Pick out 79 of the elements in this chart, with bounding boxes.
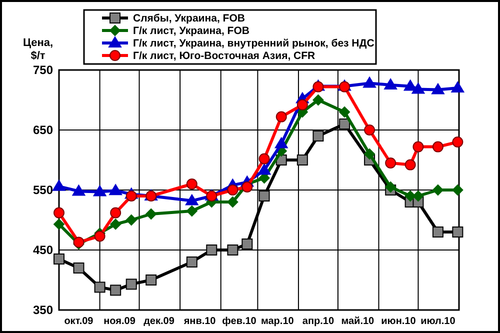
x-tick-label: июн.10 <box>381 316 416 327</box>
x-tick-label: ноя.09 <box>104 316 136 327</box>
point <box>52 180 66 191</box>
point <box>110 207 122 218</box>
y-tick-label: 350 <box>32 303 54 318</box>
point <box>93 185 106 196</box>
point <box>412 190 424 202</box>
legend-label: Г/к лист, Юго-Восточная Азия, CFR <box>133 50 316 62</box>
x-tick-label: дек.09 <box>144 316 175 327</box>
x-tick-label: окт.09 <box>64 316 94 327</box>
x-tick-label: фев.10 <box>222 316 257 327</box>
point <box>94 282 106 293</box>
point <box>274 137 288 148</box>
point <box>451 82 464 92</box>
point <box>432 184 444 196</box>
point <box>186 178 198 190</box>
point <box>227 184 238 196</box>
y-tick-label: 550 <box>32 183 54 198</box>
point <box>126 278 137 290</box>
point <box>404 190 416 202</box>
point <box>94 230 106 242</box>
point <box>312 94 324 106</box>
point <box>364 148 376 160</box>
x-tick-label: янв.10 <box>184 316 216 327</box>
x-tick-label: мар.10 <box>261 316 294 327</box>
y-tick-label: 650 <box>32 123 54 138</box>
point <box>54 254 64 264</box>
point <box>206 244 218 256</box>
point <box>364 124 376 136</box>
point <box>126 190 137 202</box>
point <box>227 244 238 256</box>
point <box>146 208 157 220</box>
point <box>432 226 444 238</box>
x-tick-label: июл.10 <box>420 316 456 327</box>
point <box>452 136 464 148</box>
point <box>312 130 324 142</box>
point <box>363 76 376 88</box>
x-tick-label: май.10 <box>341 316 375 327</box>
point <box>296 154 308 166</box>
point <box>276 111 287 122</box>
legend-label: Слябы, Украина, FOB <box>133 12 246 25</box>
point <box>185 194 198 206</box>
point <box>404 159 416 170</box>
point <box>384 78 398 90</box>
point <box>242 238 253 250</box>
legend-label: Г/к лист, Украина, FOB <box>133 25 250 38</box>
point <box>412 82 425 94</box>
point <box>110 284 122 296</box>
y-tick-label: 750 <box>32 63 54 78</box>
point <box>258 190 270 202</box>
x-tick-label: апр.10 <box>302 316 334 327</box>
point <box>54 207 64 218</box>
point <box>109 184 122 196</box>
point <box>258 153 270 164</box>
point <box>432 141 444 152</box>
point <box>431 83 444 94</box>
point <box>296 99 308 110</box>
point <box>110 218 122 230</box>
point <box>385 158 396 168</box>
point <box>72 184 86 196</box>
point <box>412 141 424 152</box>
legend-label: Г/к лист, Украина, внутренний рынок, без НДС <box>133 38 375 50</box>
y-axis-title: Цена, $/т <box>22 37 54 62</box>
point <box>54 218 64 230</box>
point <box>339 106 350 118</box>
point <box>126 214 137 226</box>
point <box>146 274 157 286</box>
y-tick-label: 450 <box>32 243 54 258</box>
point <box>258 164 271 175</box>
point <box>227 196 238 208</box>
point <box>452 226 464 238</box>
point <box>404 80 417 91</box>
point <box>186 206 198 216</box>
point <box>242 182 253 192</box>
point <box>186 256 198 268</box>
point <box>452 184 464 196</box>
point <box>73 262 84 274</box>
point <box>385 182 396 192</box>
point <box>339 118 350 130</box>
